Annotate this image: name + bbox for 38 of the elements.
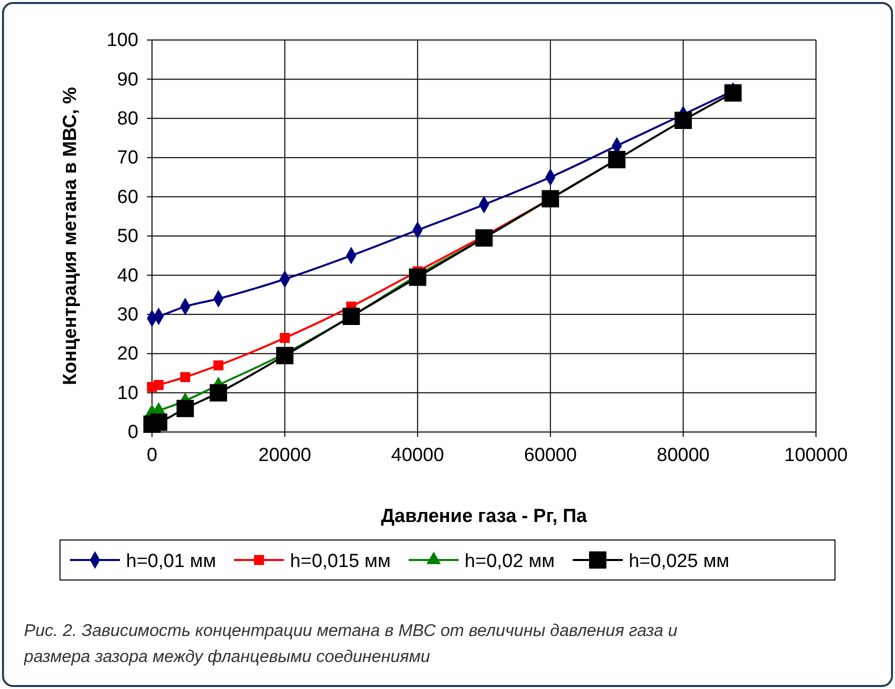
legend-label: h=0,01 мм xyxy=(126,551,216,572)
point xyxy=(608,150,626,168)
point xyxy=(408,268,426,286)
y-tick-label: 90 xyxy=(117,69,138,90)
point xyxy=(724,84,742,102)
point xyxy=(180,372,190,382)
point xyxy=(276,346,294,364)
x-tick-label: 100000 xyxy=(784,444,848,466)
legend-label: h=0,025 мм xyxy=(628,551,730,572)
x-tick-label: 20000 xyxy=(258,444,312,466)
x-tick-label: 80000 xyxy=(656,444,710,466)
point xyxy=(475,229,493,247)
x-axis-title: Давление газа - Рг, Па xyxy=(381,506,588,527)
y-tick-label: 50 xyxy=(117,226,138,248)
point xyxy=(176,400,194,418)
point xyxy=(342,308,360,326)
y-axis-title: Концентрация метана в МВС, % xyxy=(60,86,81,386)
y-tick-label: 30 xyxy=(117,304,138,326)
point xyxy=(154,380,164,390)
y-tick-label: 100 xyxy=(106,30,138,52)
point xyxy=(280,332,290,343)
y-tick-label: 20 xyxy=(117,344,138,365)
y-tick-label: 40 xyxy=(117,265,138,286)
x-tick-label: 60000 xyxy=(524,444,577,466)
x-tick-label: 40000 xyxy=(391,444,444,466)
x-tick-label: 0 xyxy=(146,444,158,466)
y-tick-label: 0 xyxy=(128,422,138,444)
point xyxy=(674,112,692,130)
legend-label: h=0,015 мм xyxy=(290,551,391,572)
y-tick-label: 70 xyxy=(117,148,138,169)
y-tick-label: 10 xyxy=(117,382,138,404)
point xyxy=(150,414,168,431)
point xyxy=(213,360,224,370)
y-tick-label: 80 xyxy=(117,108,138,130)
point xyxy=(542,190,560,208)
point xyxy=(210,384,228,402)
y-tick-label: 60 xyxy=(117,186,138,208)
legend-label: h=0,02 мм xyxy=(464,551,555,572)
